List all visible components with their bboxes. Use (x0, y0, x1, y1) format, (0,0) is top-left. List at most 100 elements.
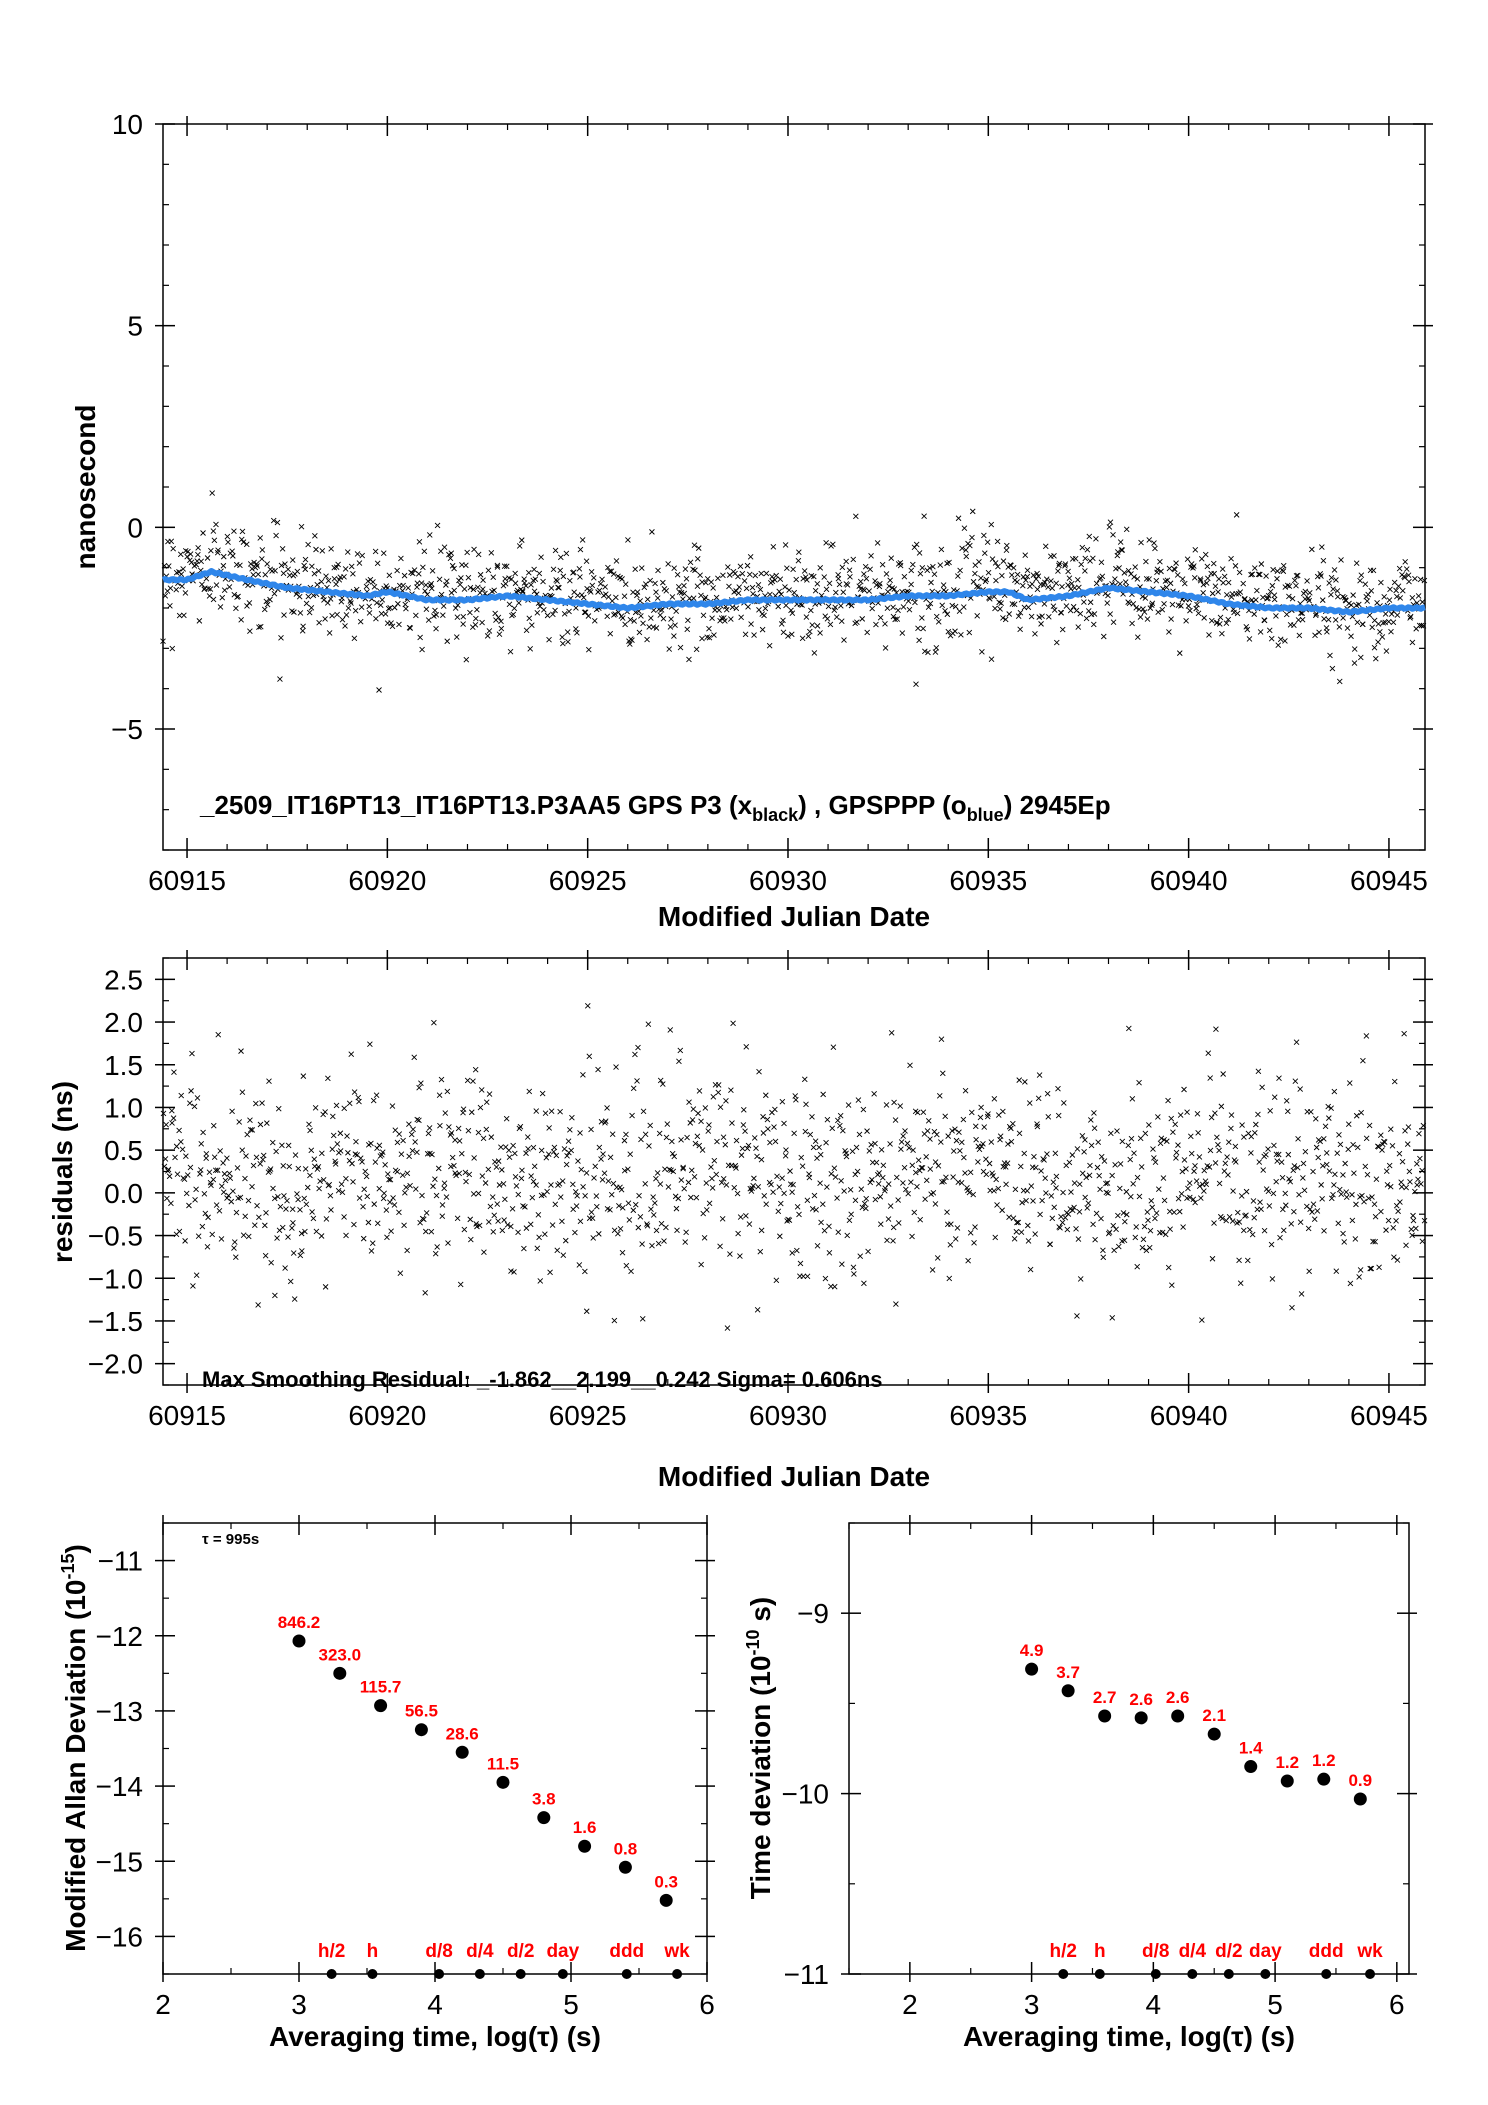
residual-point (1410, 1212, 1416, 1219)
residual-point (593, 1193, 600, 1199)
residual-point (637, 1213, 644, 1220)
residual-point (706, 1200, 713, 1207)
residual-point (1405, 1124, 1412, 1130)
residual-point (932, 1201, 939, 1207)
residual-point (803, 1101, 809, 1108)
phase-point (1263, 573, 1269, 579)
residual-point (914, 1183, 920, 1190)
residual-point (1274, 1158, 1281, 1164)
phase-point (1117, 580, 1123, 587)
residual-point (1073, 1226, 1079, 1232)
residual-point (734, 1190, 741, 1197)
residual-point (406, 1121, 412, 1128)
phase-point (1304, 578, 1310, 584)
residual-point (1222, 1160, 1229, 1167)
phase-point (428, 585, 435, 592)
residual-point (779, 1175, 785, 1182)
residual-point (187, 1164, 194, 1171)
residual-point (1340, 1230, 1346, 1237)
phase-point (318, 578, 325, 585)
residual-point (382, 1161, 388, 1168)
residual-point (991, 1095, 998, 1102)
residual-point (893, 1174, 900, 1181)
phase-point (1003, 542, 1010, 549)
phase-point (759, 626, 766, 633)
residual-point (1179, 1168, 1186, 1175)
mdev-interval-label: day (546, 1941, 579, 1962)
phase-point (366, 603, 372, 610)
phase-point (1274, 568, 1281, 574)
residual-point (816, 1144, 822, 1151)
phase-point (793, 576, 800, 583)
residual-point (900, 1133, 907, 1139)
phase-point (1383, 648, 1390, 654)
residual-point (930, 1190, 937, 1196)
residual-point (826, 1250, 833, 1256)
phase-point (979, 648, 985, 655)
phase-point (477, 590, 483, 596)
residual-point (297, 1206, 303, 1213)
residual-point (1051, 1204, 1058, 1211)
residual-point (369, 1240, 376, 1247)
residual-point (1383, 1168, 1390, 1175)
residual-point (677, 1047, 684, 1054)
phase-point (512, 570, 518, 577)
phase-point (919, 564, 926, 571)
phase-point (160, 638, 166, 644)
residual-point (576, 1262, 583, 1268)
mdev-y-tick-label: −11 (98, 1546, 143, 1577)
residual-point (649, 1242, 655, 1249)
residual-point (254, 1202, 260, 1209)
residual-point (306, 1121, 312, 1128)
mdev-point (292, 1634, 306, 1648)
residual-point (1199, 1317, 1205, 1323)
phase-x-tick-label: 60945 (1350, 865, 1428, 896)
phase-point (1330, 586, 1336, 592)
residual-point (740, 1106, 747, 1113)
phase-point (531, 588, 538, 595)
phase-point (271, 590, 278, 597)
residual-point (513, 1183, 520, 1189)
phase-point (341, 574, 347, 580)
phase-point (641, 584, 648, 591)
phase-point (464, 549, 470, 556)
phase-point (699, 635, 705, 642)
phase-point (1415, 593, 1422, 599)
residual-point (1173, 1155, 1179, 1161)
phase-point (455, 602, 461, 609)
residual-point (739, 1145, 746, 1152)
residual-point (1146, 1122, 1152, 1128)
phase-point (1173, 560, 1179, 566)
phase-point (1192, 547, 1199, 553)
residual-point (777, 1233, 783, 1240)
phase-point (939, 602, 946, 609)
mdev-value-label: 0.8 (614, 1839, 638, 1858)
residual-point (1138, 1164, 1145, 1170)
phase-point (343, 612, 350, 618)
phase-point (916, 550, 923, 556)
residual-point (289, 1225, 295, 1231)
residual-point (174, 1171, 181, 1178)
residual-point (798, 1154, 805, 1161)
residual-point (1006, 1214, 1012, 1220)
residual-point (337, 1148, 344, 1154)
phase-point (477, 571, 484, 578)
residual-point (239, 1089, 246, 1096)
residual-point (260, 1152, 267, 1159)
residual-point (1263, 1151, 1269, 1158)
residual-point (1297, 1219, 1304, 1225)
residual-point (442, 1110, 449, 1116)
phase-point (841, 637, 847, 643)
residual-point (758, 1227, 765, 1234)
residual-point (1095, 1139, 1102, 1146)
residual-point (754, 1307, 761, 1313)
residual-point (509, 1205, 516, 1212)
residuals-y-tick-label: 2.5 (104, 964, 143, 995)
residual-point (820, 1091, 826, 1098)
phase-point (1146, 576, 1152, 582)
residual-point (349, 1160, 355, 1167)
tdev-x-tick-label: 5 (1267, 1989, 1283, 2020)
phase-point (422, 588, 428, 594)
residual-point (640, 1108, 647, 1115)
residual-point (1226, 1214, 1233, 1220)
